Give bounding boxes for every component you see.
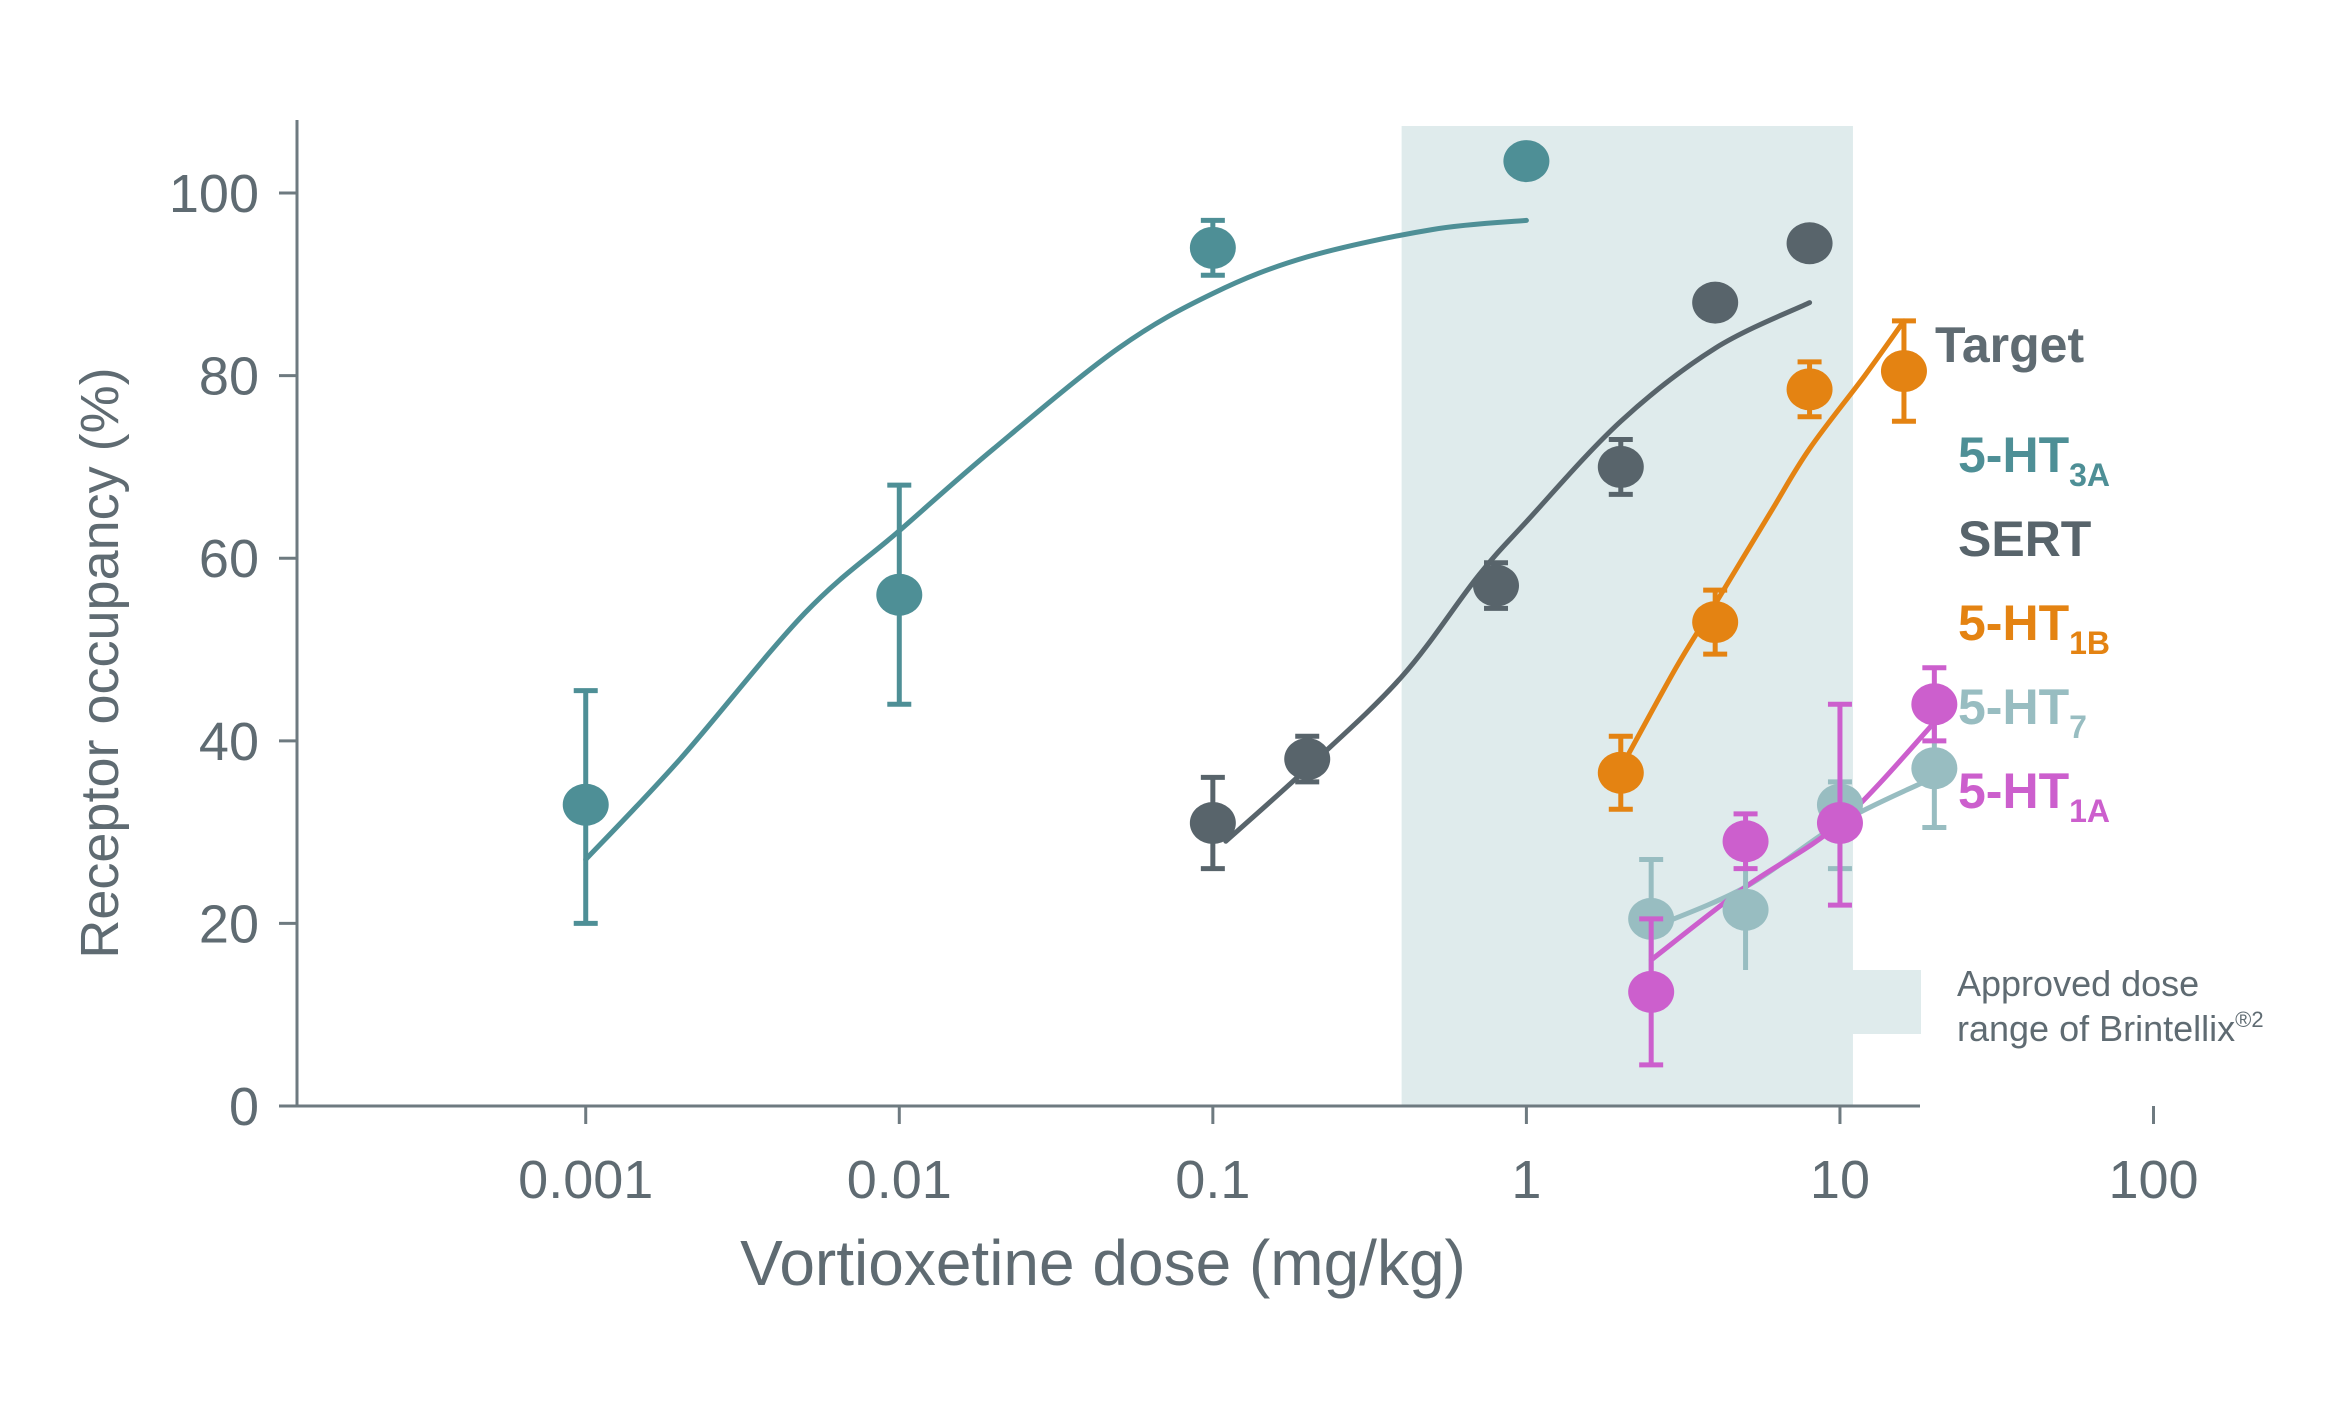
legend-entry-subscript: 7 [2069,709,2087,745]
y-tick-label: 100 [169,164,259,224]
legend-entry-subscript: 3A [2069,457,2110,493]
y-tick-label: 60 [199,529,259,589]
legend-entry-name: 5-HT [1958,427,2069,483]
legend-entry-name: 5-HT [1958,763,2069,819]
data-point-series-0 [562,783,609,826]
legend-entry-subscript: 1A [2069,793,2110,829]
legend-entry-name: 5-HT [1958,679,2069,735]
legend-entry-series-4: 5-HT1A [1958,763,2110,829]
data-point-series-4 [1722,820,1769,863]
fit-curve-series-0 [583,217,1529,862]
legend-entry-series-3: 5-HT7 [1958,679,2087,745]
legend-entry-series-1: SERT [1958,511,2091,567]
data-point-series-4 [1911,683,1958,726]
approved-dose-band-layer [1401,126,1853,1106]
data-point-series-0 [876,573,923,616]
y-tick-label: 80 [199,347,259,407]
data-point-series-0 [1189,226,1236,269]
y-axis-title: Receptor occupancy (%) [70,367,130,958]
data-point-series-2 [1692,601,1739,644]
data-point-series-2 [1597,751,1644,794]
approved-dose-label-line2-text: range of Brintellix [1957,1008,2235,1049]
data-point-series-1 [1597,445,1644,488]
approved-dose-label-line2: range of Brintellix®2 [1957,1007,2264,1049]
legend-entry-series-0: 5-HT3A [1958,427,2110,493]
approved-dose-label-line1: Approved dose [1957,963,2199,1004]
data-point-series-4 [1628,970,1675,1013]
y-tick-label: 20 [199,894,259,954]
y-tick-label: 0 [229,1077,259,1137]
x-tick-label: 1 [1511,1150,1541,1210]
data-point-series-0 [1503,140,1550,183]
approved-dose-band [1401,126,1853,1106]
data-point-series-3 [1911,747,1958,790]
data-points [562,140,1958,1068]
x-tick-label: 10 [1810,1150,1870,1210]
x-tick-label: 0.1 [1175,1150,1250,1210]
data-point-series-3 [1722,888,1769,931]
data-point-series-1 [1692,281,1739,324]
fit-curve-series-4 [1648,720,1937,963]
axes: 0 20 40 60 80 100 0.001 0.01 0.1 1 10 100 [169,120,2199,1210]
x-tick-label: 0.001 [518,1150,653,1210]
data-point-series-2 [1786,368,1833,411]
data-point-series-1 [1786,222,1833,265]
legend-entry-series-2: 5-HT1B [1958,595,2110,661]
data-point-series-2 [1880,350,1927,393]
data-point-series-4 [1816,801,1863,844]
data-point-series-1 [1284,738,1331,781]
data-point-series-1 [1473,564,1520,607]
legend-title: Target [1935,317,2084,373]
approved-dose-label-superscript: ®2 [2235,1007,2263,1032]
data-point-series-1 [1189,801,1236,844]
x-tick-label: 100 [2108,1150,2198,1210]
y-tick-label: 40 [199,712,259,772]
approved-dose-legend-swatch [1731,970,1921,1034]
x-tick-label: 0.01 [847,1150,952,1210]
legend-entry-name: SERT [1958,511,2091,567]
legend-entry-name: 5-HT [1958,595,2069,651]
legend-entry-subscript: 1B [2069,625,2110,661]
x-axis-title: Vortioxetine dose (mg/kg) [740,1227,1466,1299]
fit-curve-series-2 [1618,318,1907,771]
fit-curves [583,217,1937,963]
